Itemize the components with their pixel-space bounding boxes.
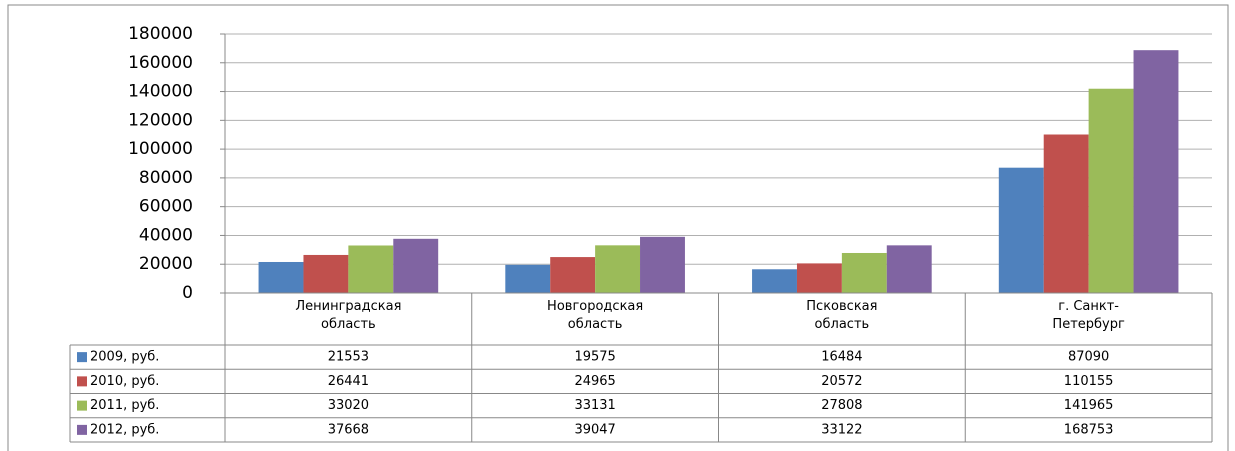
y-tick-label: 100000 bbox=[128, 139, 193, 159]
y-tick-label: 140000 bbox=[128, 82, 193, 102]
table-value: 33131 bbox=[574, 398, 615, 413]
legend-key bbox=[77, 352, 87, 363]
x-tick-label: г. Санкт- Петербург bbox=[1052, 299, 1125, 332]
table-value: 20572 bbox=[821, 374, 862, 389]
y-tick-label: 20000 bbox=[139, 254, 193, 274]
x-tick-label: Ленинградская область bbox=[295, 299, 402, 332]
bar bbox=[550, 257, 596, 293]
table-value: 168753 bbox=[1064, 422, 1114, 437]
table-value: 21553 bbox=[328, 350, 369, 365]
table-value: 87090 bbox=[1068, 350, 1109, 365]
bar bbox=[796, 263, 842, 293]
legend-label: 2010, руб. bbox=[90, 374, 159, 389]
legend-key bbox=[77, 400, 87, 411]
table-value: 141965 bbox=[1064, 398, 1114, 413]
y-tick-label: 120000 bbox=[128, 110, 193, 130]
bar bbox=[595, 245, 641, 293]
table-value: 19575 bbox=[574, 350, 615, 365]
y-tick-label: 80000 bbox=[139, 168, 193, 188]
legend-key bbox=[77, 424, 87, 435]
table-value: 37668 bbox=[328, 422, 369, 437]
table-value: 24965 bbox=[574, 374, 615, 389]
legend-label: 2011, руб. bbox=[90, 398, 159, 413]
bar bbox=[1043, 134, 1089, 293]
bar bbox=[393, 238, 439, 293]
legend-key bbox=[77, 376, 87, 387]
bar bbox=[1088, 88, 1134, 293]
bar bbox=[348, 245, 394, 293]
bar bbox=[303, 254, 349, 293]
bar bbox=[505, 264, 551, 293]
bar bbox=[1133, 50, 1179, 293]
table-value: 16484 bbox=[821, 350, 862, 365]
bar bbox=[752, 269, 797, 293]
bar bbox=[640, 236, 685, 293]
table-value: 110155 bbox=[1064, 374, 1114, 389]
y-tick-label: 60000 bbox=[139, 197, 193, 217]
table-value: 27808 bbox=[821, 398, 862, 413]
bar bbox=[841, 252, 887, 293]
legend-label: 2012, руб. bbox=[90, 422, 159, 437]
y-tick-label: 0 bbox=[182, 283, 193, 303]
legend-label: 2009, руб. bbox=[90, 350, 159, 365]
y-tick-label: 160000 bbox=[128, 53, 193, 73]
x-tick-label: Новгородская область bbox=[547, 299, 644, 332]
table-value: 33122 bbox=[821, 422, 862, 437]
y-tick-label: 40000 bbox=[139, 225, 193, 245]
table-value: 33020 bbox=[328, 398, 369, 413]
bar bbox=[258, 261, 304, 293]
y-tick-label: 180000 bbox=[128, 24, 193, 44]
table-value: 39047 bbox=[574, 422, 615, 437]
bar bbox=[998, 167, 1044, 293]
chart-frame bbox=[7, 4, 1229, 451]
x-tick-label: Псковская область bbox=[806, 299, 878, 332]
bar bbox=[886, 245, 932, 293]
table-value: 26441 bbox=[328, 374, 369, 389]
